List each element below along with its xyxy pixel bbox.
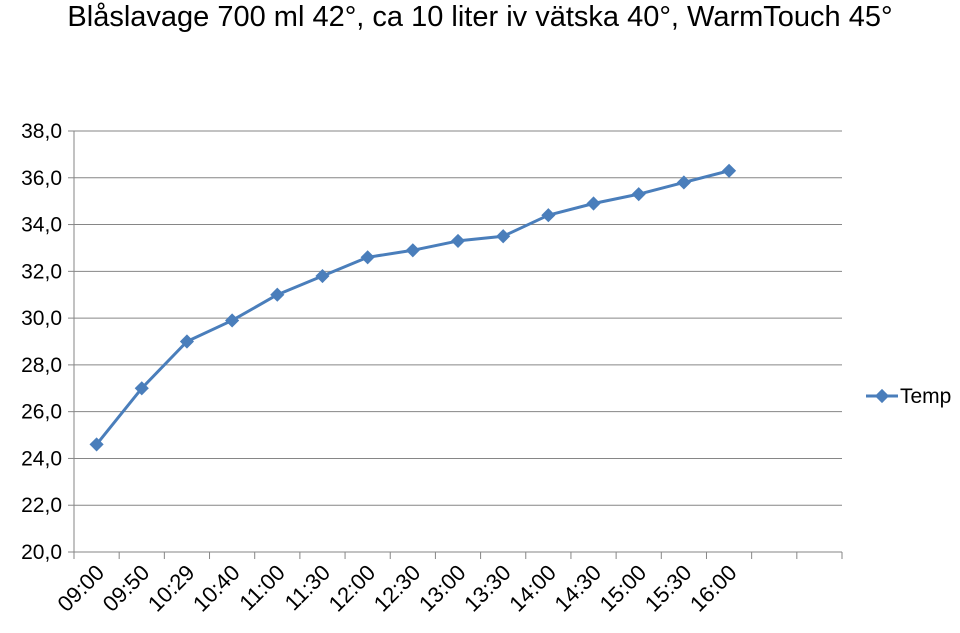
data-point — [179, 334, 195, 349]
data-point — [360, 250, 375, 265]
legend-label: Temp — [900, 385, 951, 408]
x-tick-label: 14:00 — [504, 560, 561, 617]
y-tick-label: 34,0 — [21, 214, 62, 237]
data-point — [541, 208, 556, 223]
x-tick-label: 09:50 — [98, 560, 155, 617]
x-tick-label: 10:29 — [143, 560, 200, 617]
x-tick-label: 11:00 — [234, 560, 289, 615]
data-point — [405, 243, 420, 258]
y-tick-label: 32,0 — [21, 260, 62, 283]
y-tick-label: 36,0 — [21, 167, 62, 190]
data-point — [721, 163, 737, 178]
y-tick-label: 30,0 — [21, 307, 62, 330]
x-tick-label: 13:30 — [459, 560, 516, 617]
data-point — [270, 287, 285, 302]
x-tick-label: 14:30 — [549, 560, 606, 617]
data-point — [225, 313, 240, 328]
legend-marker-swatch — [874, 388, 890, 404]
y-tick-label: 22,0 — [21, 494, 62, 517]
grid — [68, 130, 842, 553]
series-line-temp — [95, 169, 730, 446]
data-point — [450, 233, 466, 248]
data-point — [631, 187, 646, 202]
data-point — [676, 175, 691, 190]
x-tick-label: 12:00 — [324, 560, 381, 617]
chart-title: Blåslavage 700 ml 42°, ca 10 liter iv vä… — [67, 1, 892, 33]
axes: 20,0 22,0 24,0 26,0 28,0 30,0 32,0 34,0 36,0 38,0… — [21, 120, 843, 617]
x-tick-label: 11:30 — [280, 560, 335, 615]
x-tick-label: 10:40 — [188, 560, 245, 617]
y-tick-label: 28,0 — [21, 354, 62, 377]
data-point — [586, 196, 601, 211]
x-tick-label: 15:00 — [595, 560, 652, 617]
data-point — [496, 229, 511, 244]
x-tick-label: 15:30 — [640, 560, 697, 617]
y-tick-label: 26,0 — [21, 401, 62, 424]
x-tick-label: 16:00 — [685, 560, 742, 617]
series-layer — [89, 163, 737, 452]
x-tick-label: 09:00 — [53, 560, 110, 617]
y-tick-label: 38,0 — [21, 120, 62, 143]
x-tick-label: 12:30 — [369, 560, 426, 617]
y-tick-label: 20,0 — [21, 541, 62, 564]
legend: Temp — [866, 385, 951, 408]
y-tick-label: 24,0 — [21, 447, 62, 470]
x-tick-label: 13:00 — [414, 560, 471, 617]
data-point — [89, 437, 104, 452]
data-point — [134, 381, 149, 396]
data-point — [315, 268, 330, 284]
